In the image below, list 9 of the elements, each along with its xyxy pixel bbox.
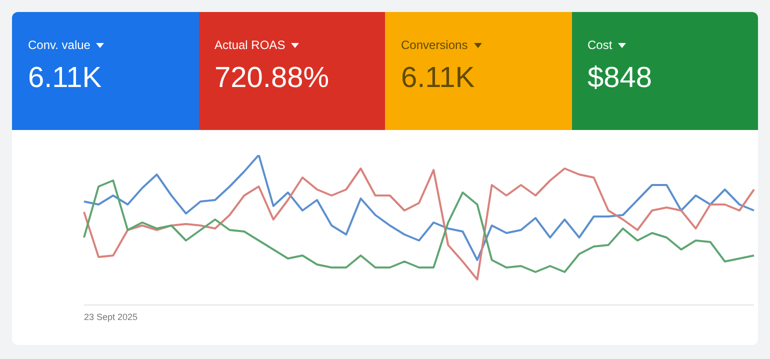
- text: Conv. value: [28, 38, 90, 52]
- text: 23 Sept 2025: [84, 312, 138, 322]
- text: Cost: [588, 38, 612, 52]
- text: $848: [588, 62, 654, 95]
- text: Actual ROAS: [214, 38, 286, 52]
- text: 6.11K: [28, 62, 103, 95]
- text: Conversions: [401, 38, 468, 52]
- text: 6.11K: [401, 62, 476, 95]
- text: 720.88%: [214, 62, 330, 95]
